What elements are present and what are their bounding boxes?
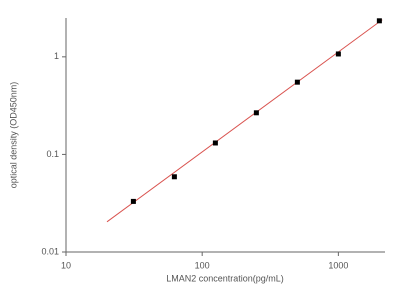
y-tick-label: 0.1 [46, 149, 59, 159]
x-tick-label: 100 [195, 260, 210, 270]
x-tick-label: 10 [61, 260, 71, 270]
data-point [376, 18, 382, 24]
y-axis-label: optical density (OD450nm) [8, 82, 18, 189]
x-axis-label: LMAN2 concentration(pg/mL) [166, 273, 284, 283]
x-tick-label: 1000 [328, 260, 348, 270]
y-tick-label: 1 [54, 51, 59, 61]
data-point [294, 79, 300, 85]
data-point [130, 198, 136, 204]
data-point [212, 140, 218, 146]
data-point [335, 51, 341, 57]
y-tick-label: 0.01 [41, 246, 59, 256]
fit-line [106, 19, 383, 223]
data-point [253, 110, 259, 116]
data-point [171, 174, 177, 180]
